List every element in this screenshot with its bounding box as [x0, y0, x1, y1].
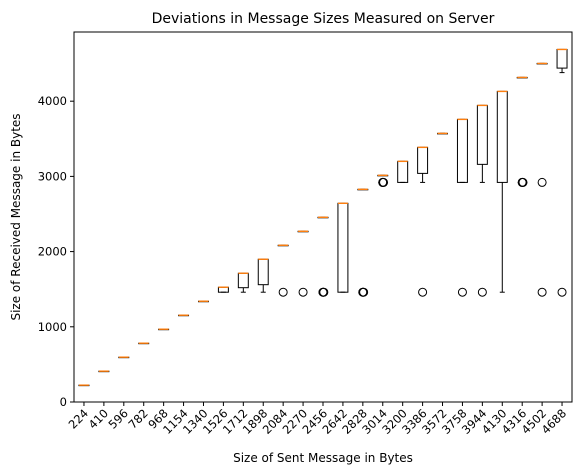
outlier-point [518, 177, 528, 187]
box-596 [118, 356, 130, 359]
box-1526 [217, 286, 229, 293]
outlier-point [457, 287, 467, 297]
y-axis-label: Size of Received Message in Bytes [9, 113, 23, 320]
outlier-point [418, 287, 428, 297]
box-4502 [536, 62, 548, 297]
box-3014 [377, 174, 389, 187]
x-axis-label: Size of Sent Message in Bytes [233, 451, 413, 465]
box-1154 [178, 314, 190, 317]
box-968 [158, 328, 170, 331]
box-body [337, 202, 349, 293]
outlier-point [298, 287, 308, 297]
box-2456 [317, 216, 329, 297]
box-782 [138, 342, 150, 345]
y-tick-label: 3000 [38, 169, 67, 183]
y-axis: 0 1000 2000 3000 4000 [38, 94, 74, 409]
outlier-point [319, 287, 329, 297]
box-4130 [496, 90, 508, 293]
box-1712 [237, 272, 249, 293]
box-2270 [297, 230, 309, 297]
box-body [257, 258, 269, 286]
box-410 [98, 370, 110, 373]
box-1898 [257, 258, 269, 293]
box-3944 [476, 104, 488, 297]
box-4688 [556, 48, 568, 297]
box-body [417, 146, 429, 174]
box-body [476, 104, 488, 165]
box-body [556, 48, 568, 69]
outlier-point [278, 287, 288, 297]
y-tick-label: 1000 [38, 320, 67, 334]
box-3572 [437, 132, 449, 135]
outlier-point [477, 287, 487, 297]
outlier-point [557, 287, 567, 297]
plot-area [78, 48, 568, 387]
box-224 [78, 384, 90, 387]
x-axis: 2244105967829681154134015261712189820842… [66, 402, 569, 437]
chart-title: Deviations in Message Sizes Measured on … [152, 11, 495, 27]
y-tick-label: 4000 [38, 94, 67, 108]
box-2084 [277, 244, 289, 297]
outlier-point [379, 177, 389, 187]
y-tick-label: 2000 [38, 245, 67, 259]
box-3758 [456, 118, 468, 297]
outlier-point [537, 177, 547, 187]
box-2642 [337, 202, 349, 293]
outlier-point [359, 287, 369, 297]
y-tick-label: 0 [60, 395, 67, 409]
box-4316 [516, 76, 528, 187]
box-1340 [198, 300, 209, 303]
box-3386 [417, 146, 429, 297]
box-3200 [397, 160, 409, 183]
box-body [397, 160, 409, 183]
outlier-point [537, 287, 547, 297]
box-2828 [357, 188, 369, 297]
box-body [456, 118, 468, 183]
box-body [496, 90, 508, 183]
box-body [217, 286, 229, 293]
box-body [237, 272, 249, 289]
